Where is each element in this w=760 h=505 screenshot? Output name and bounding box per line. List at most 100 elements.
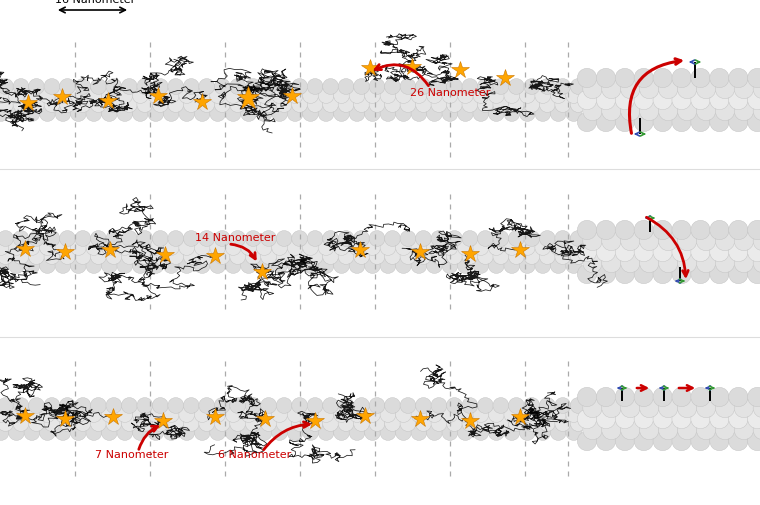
Circle shape	[101, 258, 117, 274]
Circle shape	[508, 398, 524, 414]
Circle shape	[578, 69, 597, 88]
Circle shape	[179, 240, 195, 256]
Circle shape	[462, 416, 478, 432]
Circle shape	[214, 231, 230, 247]
Circle shape	[493, 398, 508, 414]
Circle shape	[634, 265, 654, 284]
Circle shape	[602, 421, 621, 440]
Circle shape	[225, 88, 241, 104]
Circle shape	[672, 243, 692, 262]
Circle shape	[44, 249, 60, 265]
Circle shape	[677, 232, 697, 251]
Circle shape	[338, 398, 354, 414]
Circle shape	[276, 249, 292, 265]
Circle shape	[287, 407, 303, 423]
Circle shape	[323, 398, 338, 414]
Circle shape	[597, 221, 616, 240]
Circle shape	[540, 231, 556, 247]
Circle shape	[710, 91, 729, 111]
Circle shape	[653, 265, 673, 284]
Circle shape	[504, 88, 520, 104]
Circle shape	[416, 398, 432, 414]
Circle shape	[524, 79, 540, 95]
FancyArrowPatch shape	[622, 386, 625, 390]
Circle shape	[748, 113, 760, 132]
Circle shape	[535, 107, 551, 122]
Circle shape	[426, 258, 442, 274]
Circle shape	[535, 258, 551, 274]
Circle shape	[473, 425, 489, 440]
Circle shape	[380, 407, 396, 423]
Circle shape	[597, 265, 616, 284]
Circle shape	[40, 88, 55, 104]
Circle shape	[583, 398, 602, 418]
Circle shape	[334, 240, 350, 256]
Circle shape	[117, 88, 133, 104]
Circle shape	[431, 398, 447, 414]
Circle shape	[672, 431, 692, 451]
Circle shape	[132, 107, 148, 122]
Circle shape	[122, 249, 138, 265]
Circle shape	[734, 232, 753, 251]
Circle shape	[578, 410, 597, 429]
Circle shape	[0, 416, 14, 432]
Circle shape	[583, 80, 602, 99]
Circle shape	[323, 79, 338, 95]
Circle shape	[555, 249, 571, 265]
Circle shape	[710, 69, 729, 88]
Circle shape	[230, 398, 245, 414]
Circle shape	[715, 254, 735, 273]
Circle shape	[71, 107, 87, 122]
Circle shape	[597, 410, 616, 429]
Circle shape	[24, 88, 40, 104]
Circle shape	[369, 231, 385, 247]
Circle shape	[287, 88, 303, 104]
Circle shape	[365, 258, 381, 274]
Circle shape	[183, 231, 199, 247]
Circle shape	[132, 425, 148, 440]
Circle shape	[261, 398, 277, 414]
Circle shape	[152, 231, 168, 247]
Circle shape	[555, 416, 571, 432]
Circle shape	[729, 69, 748, 88]
Circle shape	[634, 410, 654, 429]
Circle shape	[183, 416, 199, 432]
Circle shape	[168, 416, 184, 432]
Circle shape	[504, 258, 520, 274]
FancyArrowPatch shape	[635, 133, 639, 137]
Circle shape	[416, 79, 432, 95]
Circle shape	[524, 416, 540, 432]
Circle shape	[653, 69, 673, 88]
Circle shape	[380, 258, 396, 274]
Circle shape	[334, 88, 350, 104]
Circle shape	[152, 79, 168, 95]
Circle shape	[615, 410, 635, 429]
Circle shape	[442, 425, 458, 440]
Circle shape	[199, 231, 214, 247]
Circle shape	[729, 387, 748, 407]
Circle shape	[411, 88, 427, 104]
Circle shape	[318, 107, 334, 122]
Circle shape	[210, 258, 226, 274]
Circle shape	[458, 407, 473, 423]
Circle shape	[753, 102, 760, 121]
Circle shape	[318, 407, 334, 423]
FancyArrowPatch shape	[650, 217, 654, 221]
Circle shape	[59, 79, 75, 95]
Circle shape	[748, 69, 760, 88]
Circle shape	[597, 113, 616, 132]
Circle shape	[566, 107, 581, 122]
Circle shape	[477, 416, 493, 432]
Circle shape	[477, 249, 493, 265]
Circle shape	[411, 258, 427, 274]
Circle shape	[199, 97, 214, 113]
Circle shape	[75, 249, 91, 265]
Circle shape	[729, 221, 748, 240]
Circle shape	[256, 258, 272, 274]
Circle shape	[442, 88, 458, 104]
Circle shape	[272, 258, 287, 274]
Circle shape	[395, 258, 411, 274]
FancyArrowPatch shape	[710, 386, 714, 390]
Circle shape	[179, 88, 195, 104]
Circle shape	[137, 416, 153, 432]
